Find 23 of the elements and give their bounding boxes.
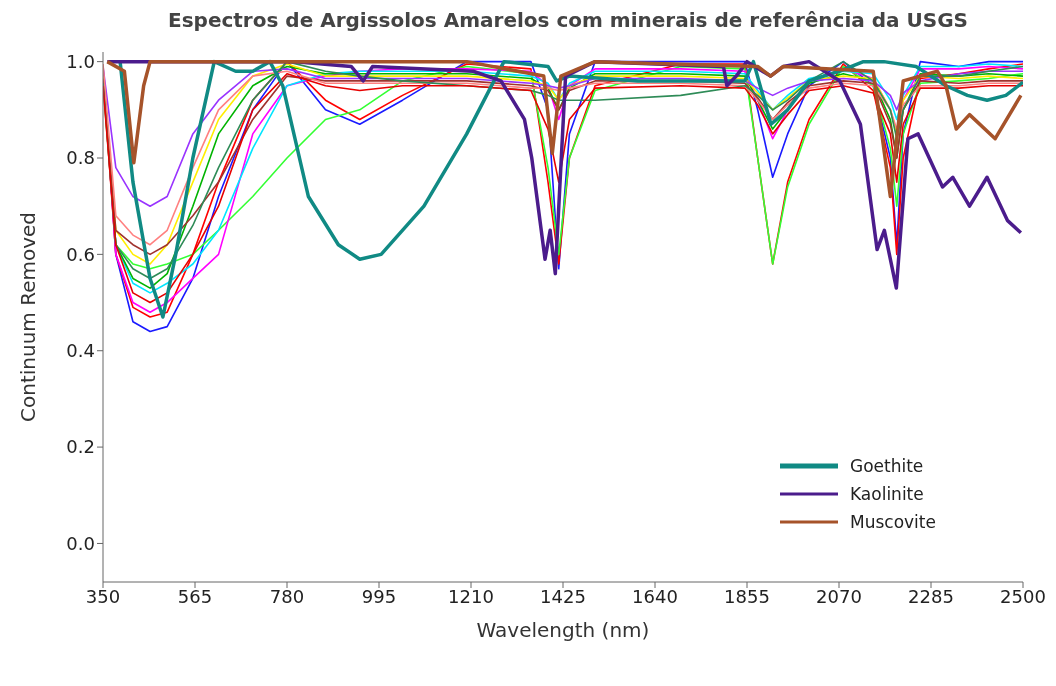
- legend-label: Muscovite: [850, 512, 936, 532]
- x-tick-label: 995: [361, 585, 397, 607]
- y-tick-label: 0.8: [66, 147, 95, 169]
- x-tick-label: 1640: [632, 585, 678, 607]
- legend-label: Goethite: [850, 456, 924, 476]
- x-tick-label: 350: [85, 585, 121, 607]
- y-tick-label: 1.0: [66, 51, 95, 73]
- x-axis-title: Wavelength (nm): [476, 618, 650, 642]
- x-tick-label: 780: [269, 585, 305, 607]
- x-tick-label: 1855: [724, 585, 770, 607]
- x-tick-label: 2070: [816, 585, 862, 607]
- chart-title: Espectros de Argissolos Amarelos com minerais de referência da USGS: [167, 8, 969, 32]
- legend-label: Kaolinite: [850, 484, 924, 504]
- x-tick-label: 1425: [540, 585, 586, 607]
- y-tick-label: 0.0: [66, 532, 95, 554]
- y-tick-label: 0.4: [66, 340, 95, 362]
- x-tick-label: 2285: [908, 585, 954, 607]
- y-tick-label: 0.2: [66, 436, 95, 458]
- x-tick-label: 2500: [1000, 585, 1046, 607]
- y-axis-title: Continuum Removed: [16, 212, 41, 422]
- x-tick-label: 1210: [448, 585, 494, 607]
- y-tick-label: 0.6: [66, 243, 95, 265]
- x-tick-label: 565: [177, 585, 213, 607]
